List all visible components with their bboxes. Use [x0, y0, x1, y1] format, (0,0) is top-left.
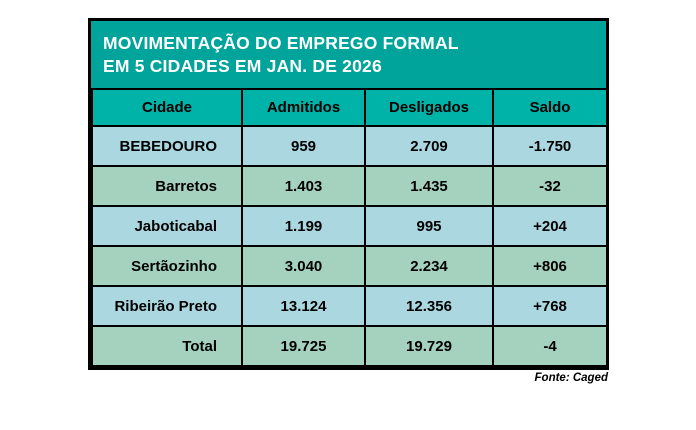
- cell-desligados: 2.234: [364, 245, 494, 287]
- cell-admitidos: 13.124: [241, 285, 366, 327]
- cell-admitidos: 1.403: [241, 165, 366, 207]
- cell-cidade: Barretos: [91, 165, 243, 207]
- cell-saldo: +768: [492, 285, 608, 327]
- cell-desligados: 12.356: [364, 285, 494, 327]
- cell-cidade: BEBEDOURO: [91, 125, 243, 167]
- table-row-total: Total 19.725 19.729 -4: [91, 325, 608, 367]
- cell-saldo: +204: [492, 205, 608, 247]
- page-title: MOVIMENTAÇÃO DO EMPREGO FORMAL EM 5 CIDA…: [91, 21, 606, 88]
- cell-cidade: Sertãozinho: [91, 245, 243, 287]
- column-header-saldo: Saldo: [492, 88, 608, 127]
- cell-saldo: -4: [492, 325, 608, 367]
- employment-table: Cidade Admitidos Desligados Saldo BEBEDO…: [91, 88, 608, 367]
- cell-admitidos: 3.040: [241, 245, 366, 287]
- table-row: Barretos 1.403 1.435 -32: [91, 165, 608, 207]
- title-line-1: MOVIMENTAÇÃO DO EMPREGO FORMAL: [103, 33, 459, 53]
- cell-saldo: -1.750: [492, 125, 608, 167]
- cell-saldo: -32: [492, 165, 608, 207]
- cell-saldo: +806: [492, 245, 608, 287]
- table-row: Jaboticabal 1.199 995 +204: [91, 205, 608, 247]
- cell-desligados: 995: [364, 205, 494, 247]
- cell-admitidos: 19.725: [241, 325, 366, 367]
- cell-desligados: 2.709: [364, 125, 494, 167]
- table-row: Sertãozinho 3.040 2.234 +806: [91, 245, 608, 287]
- cell-cidade: Ribeirão Preto: [91, 285, 243, 327]
- employment-table-panel: MOVIMENTAÇÃO DO EMPREGO FORMAL EM 5 CIDA…: [88, 18, 609, 384]
- cell-cidade: Jaboticabal: [91, 205, 243, 247]
- cell-admitidos: 959: [241, 125, 366, 167]
- cell-admitidos: 1.199: [241, 205, 366, 247]
- source-credit: Fonte: Caged: [534, 372, 608, 384]
- cell-desligados: 19.729: [364, 325, 494, 367]
- column-header-cidade: Cidade: [91, 88, 243, 127]
- title-line-2: EM 5 CIDADES EM JAN. DE 2026: [103, 56, 382, 76]
- table-row: Ribeirão Preto 13.124 12.356 +768: [91, 285, 608, 327]
- column-header-desligados: Desligados: [364, 88, 494, 127]
- cell-desligados: 1.435: [364, 165, 494, 207]
- column-header-admitidos: Admitidos: [241, 88, 366, 127]
- table-header-row: Cidade Admitidos Desligados Saldo: [91, 88, 608, 127]
- cell-cidade-total: Total: [91, 325, 243, 367]
- table-row: BEBEDOURO 959 2.709 -1.750: [91, 125, 608, 167]
